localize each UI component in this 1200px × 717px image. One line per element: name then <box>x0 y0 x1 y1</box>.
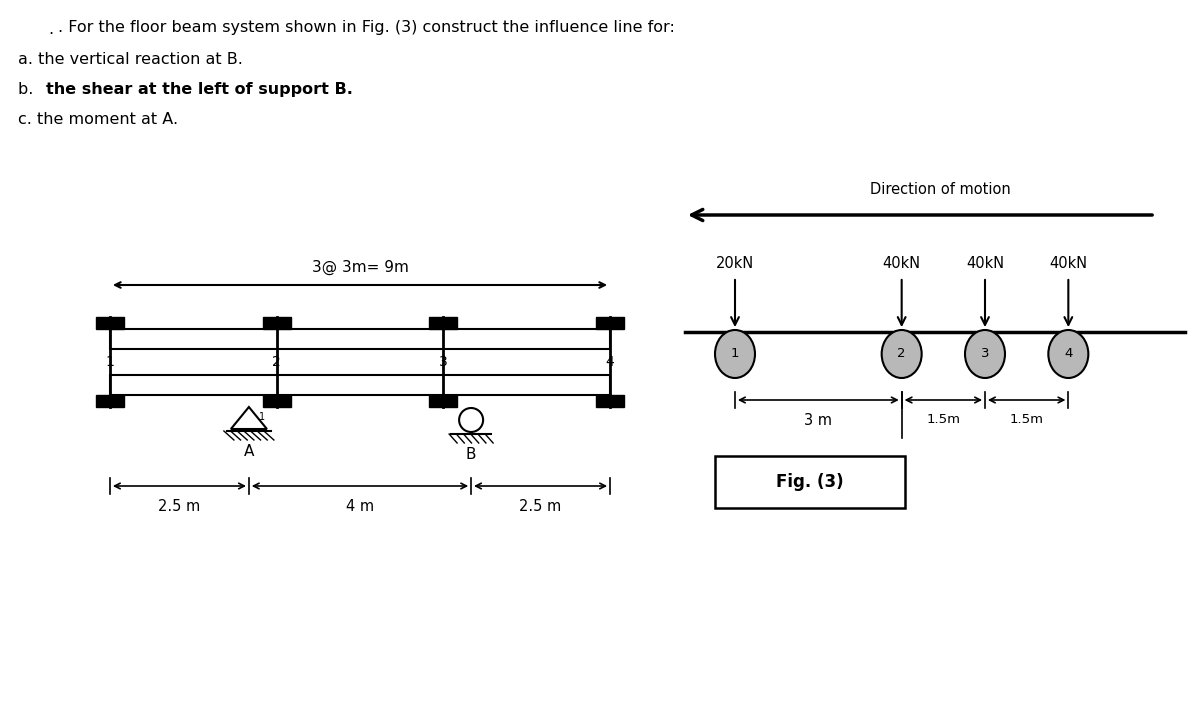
Text: Direction of motion: Direction of motion <box>870 182 1010 197</box>
Text: 1: 1 <box>259 412 265 422</box>
Text: 4 m: 4 m <box>346 499 374 514</box>
Bar <box>430 395 457 407</box>
Text: 40kN: 40kN <box>883 256 920 271</box>
Text: 1.5m: 1.5m <box>1009 413 1044 426</box>
Bar <box>263 317 290 329</box>
Text: .: . <box>48 22 53 37</box>
Ellipse shape <box>715 330 755 378</box>
Ellipse shape <box>965 330 1006 378</box>
Bar <box>110 375 610 395</box>
Text: 2.5 m: 2.5 m <box>158 499 200 514</box>
Text: 1: 1 <box>731 348 739 361</box>
Text: 40kN: 40kN <box>966 256 1004 271</box>
Text: 1.5m: 1.5m <box>926 413 960 426</box>
Text: 3: 3 <box>439 355 448 369</box>
Bar <box>430 317 457 329</box>
Bar <box>110 329 610 349</box>
Ellipse shape <box>1049 330 1088 378</box>
Text: 3 m: 3 m <box>804 413 833 428</box>
Text: 2: 2 <box>898 348 906 361</box>
Text: 4: 4 <box>1064 348 1073 361</box>
Bar <box>96 317 124 329</box>
Bar <box>596 317 624 329</box>
Bar <box>96 395 124 407</box>
Text: a. the vertical reaction at B.: a. the vertical reaction at B. <box>18 52 242 67</box>
Text: 40kN: 40kN <box>1049 256 1087 271</box>
Bar <box>263 395 290 407</box>
Text: . For the floor beam system shown in Fig. (3) construct the influence line for:: . For the floor beam system shown in Fig… <box>58 20 674 35</box>
Text: 20kN: 20kN <box>716 256 754 271</box>
Text: A: A <box>244 444 254 459</box>
Text: Fig. (3): Fig. (3) <box>776 473 844 491</box>
Text: 3@ 3m= 9m: 3@ 3m= 9m <box>312 260 408 275</box>
Text: 2.5 m: 2.5 m <box>520 499 562 514</box>
Text: c. the moment at A.: c. the moment at A. <box>18 112 178 127</box>
Text: B: B <box>466 447 476 462</box>
Text: 3: 3 <box>980 348 989 361</box>
Text: 1: 1 <box>106 355 114 369</box>
Text: b.: b. <box>18 82 38 97</box>
Text: 4: 4 <box>606 355 614 369</box>
Text: 2: 2 <box>272 355 281 369</box>
Bar <box>596 395 624 407</box>
Text: the shear at the left of support B.: the shear at the left of support B. <box>46 82 353 97</box>
Ellipse shape <box>882 330 922 378</box>
Bar <box>715 456 905 508</box>
